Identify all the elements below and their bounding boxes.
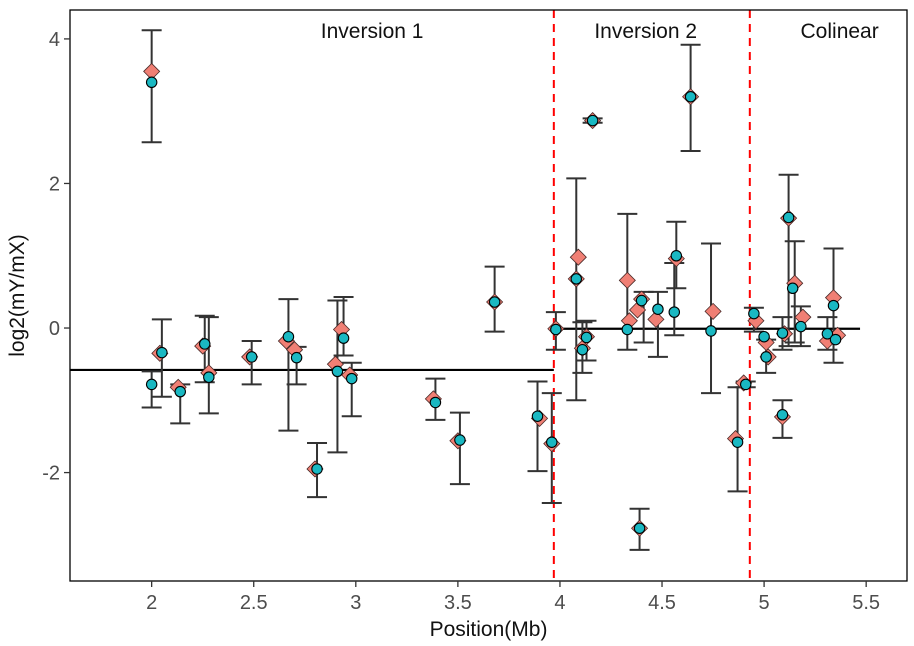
circle-point bbox=[337, 332, 350, 344]
circle-point bbox=[429, 396, 442, 409]
x-tick-label: 5 bbox=[759, 592, 770, 614]
circle-point bbox=[198, 338, 211, 350]
y-tick-label: 4 bbox=[49, 29, 60, 51]
circle-point bbox=[827, 299, 840, 312]
circle-point bbox=[203, 371, 215, 383]
circle-point bbox=[550, 323, 562, 336]
circle-point bbox=[668, 306, 681, 318]
diamond-point bbox=[618, 271, 636, 289]
circle-point bbox=[748, 307, 760, 320]
region-labels: Inversion 1 Inversion 2 Colinear bbox=[321, 20, 879, 43]
error-bar bbox=[701, 242, 722, 395]
error-bar bbox=[664, 261, 685, 337]
circle-point bbox=[576, 343, 589, 356]
circle-point bbox=[174, 385, 186, 398]
circle-point bbox=[145, 76, 158, 89]
circle-point bbox=[331, 365, 344, 378]
circle-point bbox=[345, 372, 358, 385]
circle-point bbox=[488, 296, 501, 308]
circle-point bbox=[652, 303, 664, 315]
circle-point bbox=[311, 463, 323, 475]
circle-point bbox=[795, 320, 807, 333]
y-tick-label: -2 bbox=[42, 463, 60, 485]
plot-frame bbox=[69, 9, 908, 582]
circle-point bbox=[156, 346, 168, 359]
circle-point bbox=[705, 325, 717, 337]
region-dividers bbox=[552, 10, 751, 581]
x-tick-label: 5.5 bbox=[852, 592, 880, 614]
error-bar bbox=[566, 177, 587, 402]
x-tick-label: 2 bbox=[146, 592, 157, 614]
diamond-point bbox=[704, 302, 722, 320]
circle-point bbox=[776, 409, 789, 421]
circle-point bbox=[758, 330, 770, 343]
circle-point bbox=[290, 351, 303, 364]
circle-point bbox=[570, 273, 583, 285]
circle-point bbox=[586, 114, 599, 127]
circle-point bbox=[760, 351, 772, 363]
region-label: Inversion 2 bbox=[594, 20, 697, 43]
region-label: Colinear bbox=[801, 20, 879, 43]
y-tick-label: 2 bbox=[49, 173, 60, 195]
error-bar bbox=[527, 380, 548, 473]
circle-point bbox=[531, 410, 544, 422]
circle-point bbox=[829, 333, 842, 346]
x-tick-label: 4 bbox=[554, 592, 565, 614]
circle-point bbox=[670, 249, 683, 262]
x-tick-label: 3.5 bbox=[444, 592, 472, 614]
circle-point bbox=[776, 327, 789, 339]
x-tick-label: 2.5 bbox=[240, 592, 268, 614]
circle-point bbox=[546, 436, 558, 448]
circle-point bbox=[580, 331, 593, 344]
error-bars bbox=[141, 29, 844, 551]
y-axis-title: log2(mY/mX) bbox=[6, 234, 29, 357]
diamond-point bbox=[569, 248, 587, 266]
circle-point bbox=[633, 522, 646, 534]
circle-point bbox=[245, 351, 258, 363]
x-tick-label: 4.5 bbox=[648, 592, 676, 614]
circle-point bbox=[282, 330, 295, 343]
x-tick-label: 3 bbox=[350, 592, 361, 614]
circle-point bbox=[782, 211, 795, 224]
circle-point bbox=[621, 323, 634, 336]
circle-point bbox=[739, 378, 752, 391]
circle-point bbox=[731, 436, 744, 448]
x-axis-title: Position(Mb) bbox=[430, 618, 548, 641]
circle-point bbox=[454, 434, 466, 446]
x-axis-ticks: 2 2.5 3 3.5 4 4.5 5 5.5 bbox=[146, 581, 880, 614]
circle-point bbox=[145, 378, 158, 391]
circle-point bbox=[635, 294, 648, 307]
diamond-point bbox=[647, 310, 665, 328]
y-axis-ticks: -2 0 2 4 bbox=[42, 29, 70, 485]
circle-point bbox=[684, 90, 697, 103]
error-bar bbox=[278, 298, 299, 432]
error-bar bbox=[449, 411, 470, 486]
circle-points bbox=[145, 76, 842, 534]
circle-point bbox=[786, 282, 799, 295]
y-tick-label: 0 bbox=[49, 318, 60, 340]
mean-segments bbox=[70, 327, 861, 372]
circle-point bbox=[821, 328, 834, 340]
region-label: Inversion 1 bbox=[321, 20, 424, 43]
